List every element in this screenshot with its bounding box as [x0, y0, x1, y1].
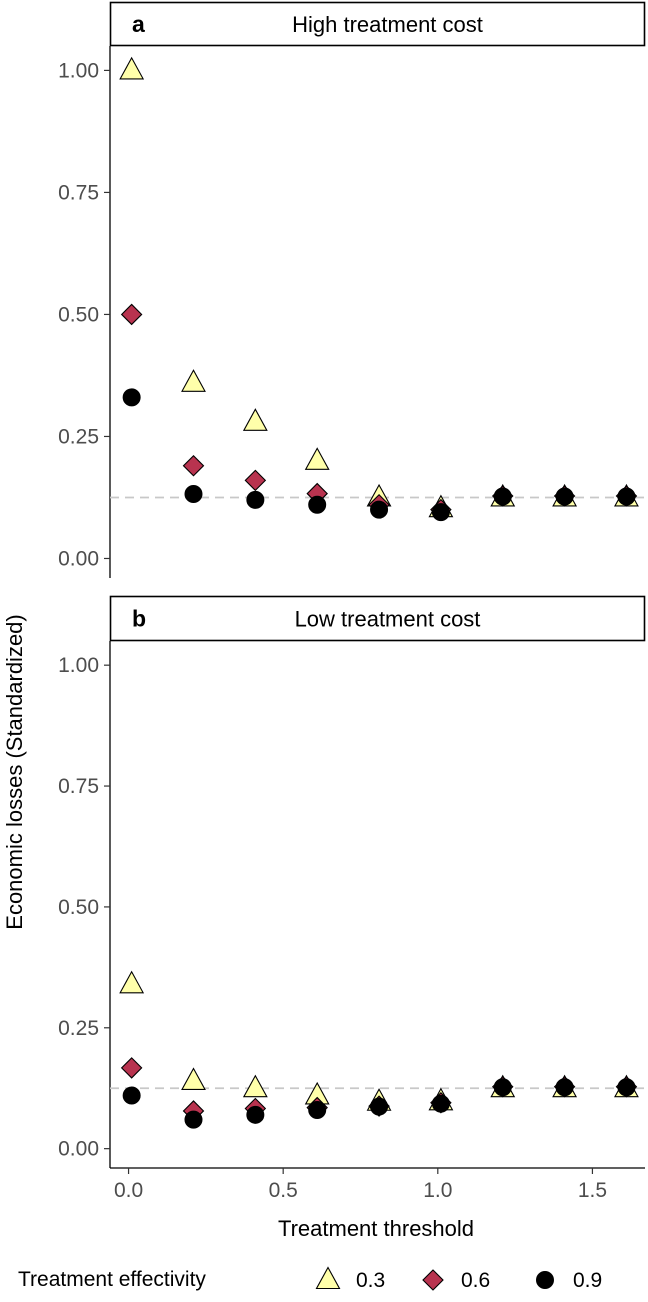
legend-key-diamond [422, 1269, 444, 1291]
panel-b-y-tick-label: 0.25 [58, 1017, 99, 1040]
panel-b-y-tick-label: 0.75 [58, 775, 99, 798]
data-point [181, 369, 206, 392]
legend-label: 0.6 [461, 1269, 490, 1292]
panel-b-y-tick-label: 1.00 [58, 654, 99, 677]
data-point [120, 303, 143, 326]
panel-b: b Low treatment cost 0.00 0.25 0.50 0.75 1.00 0… [58, 595, 646, 1202]
data-point [370, 1097, 389, 1116]
panel-a-series-0_3 [119, 56, 639, 518]
data-point [493, 487, 512, 506]
data-point [181, 1067, 206, 1091]
panel-a-y-tick-label: 0.00 [58, 547, 99, 570]
y-axis-title: Economic losses (Standardized) [2, 614, 27, 929]
panel-a-y-tick-label: 1.00 [58, 59, 99, 82]
data-point [122, 388, 141, 407]
panel-a-strip [109, 1, 646, 47]
data-point [246, 490, 265, 509]
data-point [304, 447, 330, 470]
legend-entry-0_9: 0.9 [536, 1269, 602, 1292]
data-point [184, 1110, 203, 1129]
data-point [370, 500, 389, 519]
data-point [242, 408, 268, 431]
legend: Treatment effectivity 0.3 0.6 0.9 [18, 1266, 602, 1292]
panels-layer: a High treatment cost0.000.250.500.751.00… [58, 1, 646, 1202]
x-tick-label: 1.0 [423, 1179, 452, 1202]
x-axis-title: Treatment threshold [278, 1216, 474, 1241]
panel-a-series-0_9 [122, 388, 636, 522]
data-point [555, 487, 574, 506]
panel-b-series-0_9 [122, 1078, 636, 1129]
data-point [120, 1057, 143, 1079]
panel-a-y-tick-label: 0.75 [58, 181, 99, 204]
panel-b-y-tick-label: 0.00 [58, 1138, 99, 1161]
data-point [431, 1094, 450, 1113]
data-point [617, 1078, 636, 1097]
data-point [182, 454, 205, 477]
data-point [555, 1078, 574, 1097]
data-point [308, 495, 327, 514]
data-point [244, 469, 267, 492]
panel-b-y-tick-label: 0.50 [58, 896, 99, 919]
panel-a-title: High treatment cost [292, 12, 483, 37]
panel-b-strip [109, 595, 646, 642]
data-point [119, 56, 145, 80]
legend-title: Treatment effectivity [18, 1268, 206, 1291]
legend-entry-0_6: 0.6 [422, 1269, 490, 1292]
data-point [431, 503, 450, 522]
x-tick-label: 0.0 [114, 1179, 143, 1202]
panel-b-tag: b [132, 606, 146, 632]
data-point [122, 1086, 141, 1105]
legend-entries: 0.3 0.6 0.9 [315, 1266, 602, 1292]
panel-b-title: Low treatment cost [295, 607, 481, 632]
data-point [119, 970, 145, 994]
legend-label: 0.9 [573, 1269, 602, 1292]
legend-entry-0_3: 0.3 [315, 1266, 385, 1292]
legend-label: 0.3 [356, 1269, 385, 1292]
data-point [493, 1078, 512, 1097]
x-tick-label: 1.5 [578, 1179, 607, 1202]
panel-a-y-tick-label: 0.25 [58, 425, 99, 448]
data-point [242, 1074, 268, 1098]
x-tick-label: 0.5 [269, 1179, 298, 1202]
data-point [246, 1105, 265, 1124]
legend-key-triangle [315, 1266, 341, 1290]
panel-a-tag: a [132, 11, 145, 37]
legend-key-circle [536, 1271, 554, 1289]
data-point [308, 1100, 327, 1119]
panel-a-y-tick-label: 0.50 [58, 303, 99, 326]
panel-a: a High treatment cost 0.00 0.25 0.50 0.75 1.00 [58, 1, 646, 578]
data-point [617, 487, 636, 506]
data-point [184, 485, 203, 504]
